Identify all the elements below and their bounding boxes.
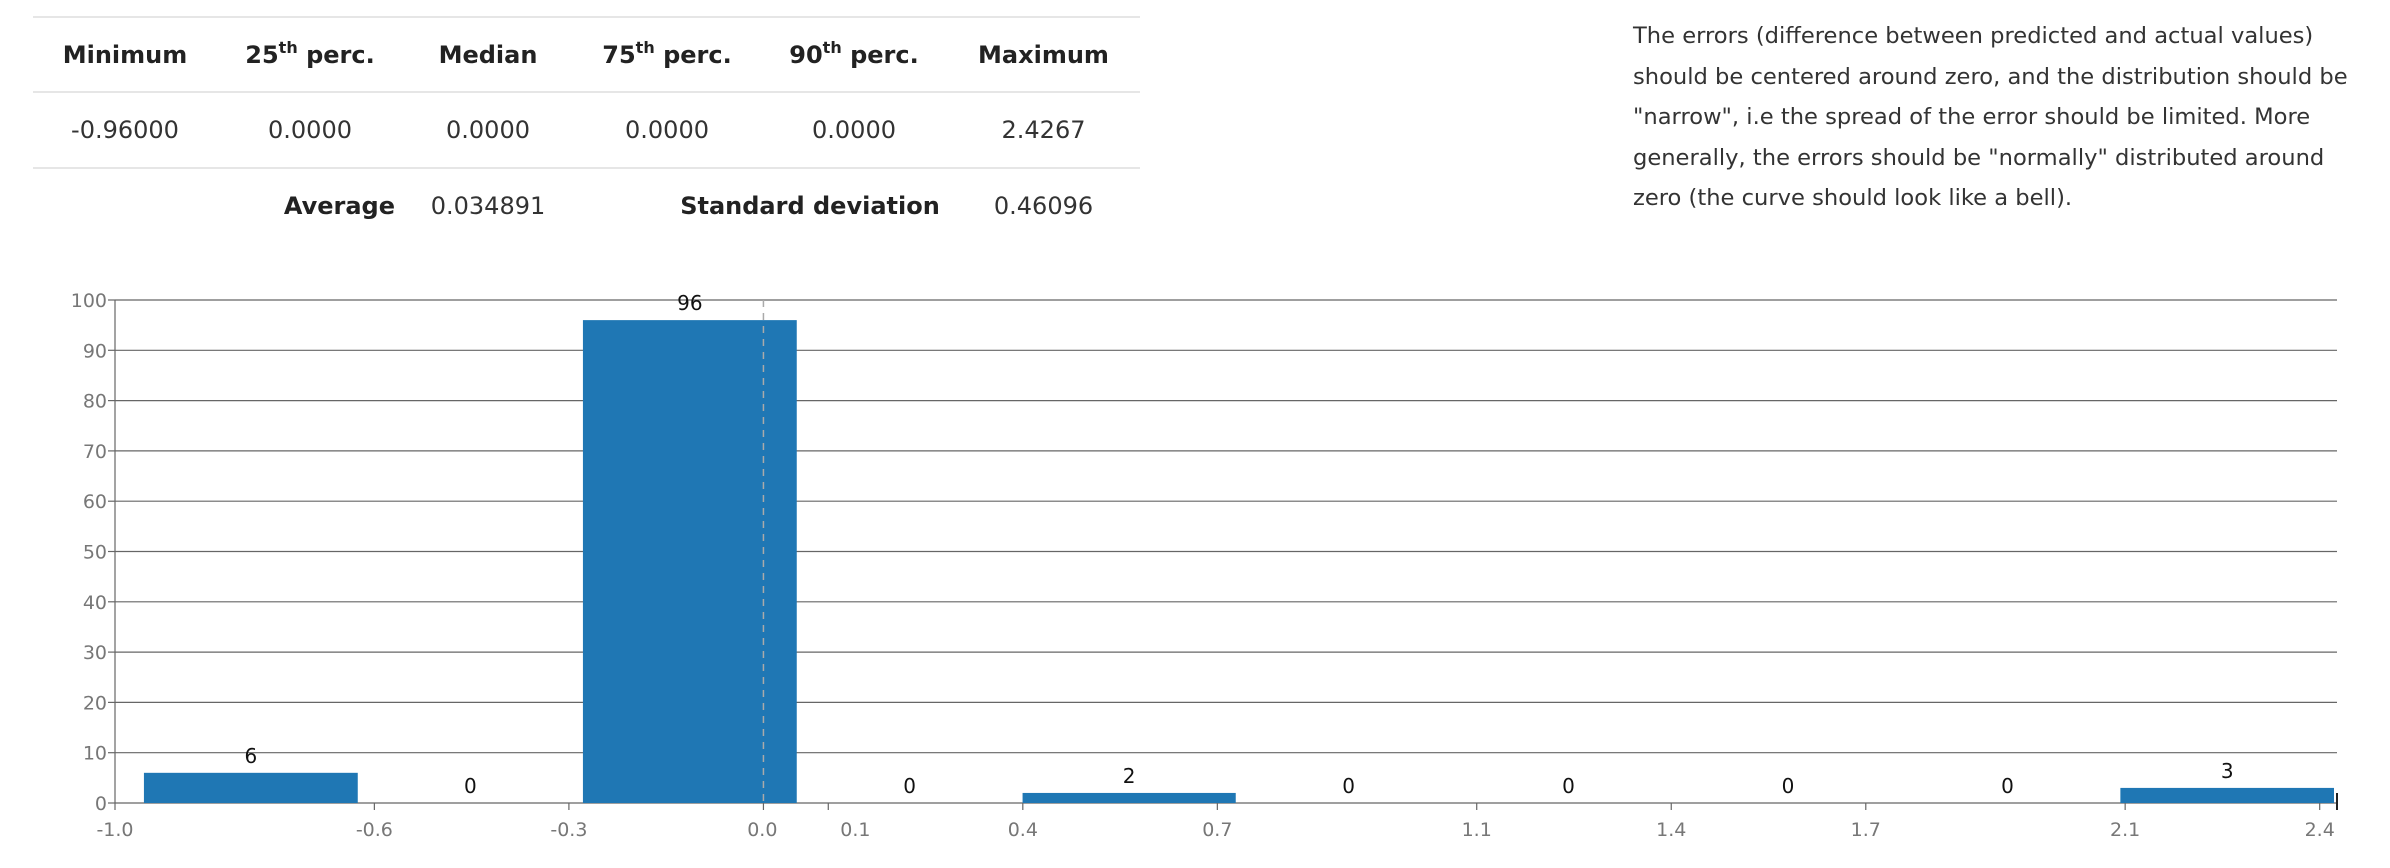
y-tick-label-0: 0 bbox=[95, 793, 107, 815]
histogram-bar-1 bbox=[143, 772, 358, 803]
stats-table: Minimum 25th perc. Median 75th perc. 90t… bbox=[33, 16, 1140, 243]
x-tick-label-neg1p0: -1.0 bbox=[96, 819, 133, 841]
value-median: 0.0000 bbox=[403, 92, 573, 169]
header-75th-percentile: 75th perc. bbox=[573, 16, 761, 93]
bar-count-label-3: 96 bbox=[677, 291, 702, 315]
y-tick-label-100: 100 bbox=[71, 290, 107, 312]
x-tick-label-1p7: 1.7 bbox=[1851, 819, 1881, 841]
average-label: Average bbox=[283, 192, 395, 220]
histogram-bar-3 bbox=[582, 320, 797, 803]
bar-count-label-6: 0 bbox=[1342, 774, 1355, 798]
y-tick-label-90: 90 bbox=[83, 340, 107, 362]
x-tick-label-0p0: 0.0 bbox=[747, 819, 777, 841]
x-tick-label-1p4: 1.4 bbox=[1656, 819, 1686, 841]
header-minimum: Minimum bbox=[33, 16, 217, 93]
y-tick-label-20: 20 bbox=[83, 692, 107, 714]
value-maximum: 2.4267 bbox=[947, 92, 1140, 169]
bar-count-label-4: 0 bbox=[903, 774, 916, 798]
y-tick-label-50: 50 bbox=[83, 542, 107, 564]
x-tick-label-neg0p6: -0.6 bbox=[356, 819, 393, 841]
average-value: 0.034891 bbox=[430, 192, 546, 220]
histogram-bar-10 bbox=[2120, 787, 2334, 803]
x-tick-label-neg0p3: -0.3 bbox=[550, 819, 587, 841]
y-tick-label-70: 70 bbox=[83, 441, 107, 463]
header-median: Median bbox=[403, 16, 573, 93]
bar-count-label-9: 0 bbox=[2001, 774, 2014, 798]
x-tick-label-2p1: 2.1 bbox=[2110, 819, 2140, 841]
y-tick-label-10: 10 bbox=[83, 743, 107, 765]
stats-values-row: -0.96000 0.0000 0.0000 0.0000 0.0000 2.4… bbox=[33, 92, 1140, 169]
header-25th-percentile: 25th perc. bbox=[217, 16, 403, 93]
x-tick-label-2p4: 2.4 bbox=[2305, 819, 2335, 841]
y-tick-label-80: 80 bbox=[83, 391, 107, 413]
histogram-bar-5 bbox=[1022, 792, 1236, 803]
value-90th-percentile: 0.0000 bbox=[761, 92, 947, 169]
value-25th-percentile: 0.0000 bbox=[217, 92, 403, 169]
bar-count-label-5: 2 bbox=[1123, 764, 1136, 788]
bar-count-label-7: 0 bbox=[1562, 774, 1575, 798]
bar-count-label-1: 6 bbox=[244, 744, 257, 768]
x-tick-label-1p1: 1.1 bbox=[1462, 819, 1492, 841]
header-maximum: Maximum bbox=[947, 16, 1140, 93]
stats-header-row: Minimum 25th perc. Median 75th perc. 90t… bbox=[33, 16, 1140, 93]
std-deviation-label: Standard deviation bbox=[680, 192, 940, 220]
value-75th-percentile: 0.0000 bbox=[573, 92, 761, 169]
std-deviation-value: 0.46096 bbox=[993, 192, 1094, 220]
y-tick-label-60: 60 bbox=[83, 491, 107, 513]
header-90th-percentile: 90th perc. bbox=[761, 16, 947, 93]
x-tick-label-0p4: 0.4 bbox=[1008, 819, 1038, 841]
y-tick-label-30: 30 bbox=[83, 642, 107, 664]
error-distribution-explanation: The errors (difference between predicted… bbox=[1633, 23, 2348, 211]
x-tick-label-0p1: 0.1 bbox=[840, 819, 870, 841]
bar-count-label-8: 0 bbox=[1782, 774, 1795, 798]
bar-count-label-10: 3 bbox=[2221, 759, 2234, 783]
value-minimum: -0.96000 bbox=[33, 92, 217, 169]
bar-count-label-2: 0 bbox=[464, 774, 477, 798]
x-tick-label-0p7: 0.7 bbox=[1202, 819, 1232, 841]
y-tick-label-40: 40 bbox=[83, 592, 107, 614]
stats-summary-row: Average 0.034891 Standard deviation 0.46… bbox=[33, 168, 1140, 243]
